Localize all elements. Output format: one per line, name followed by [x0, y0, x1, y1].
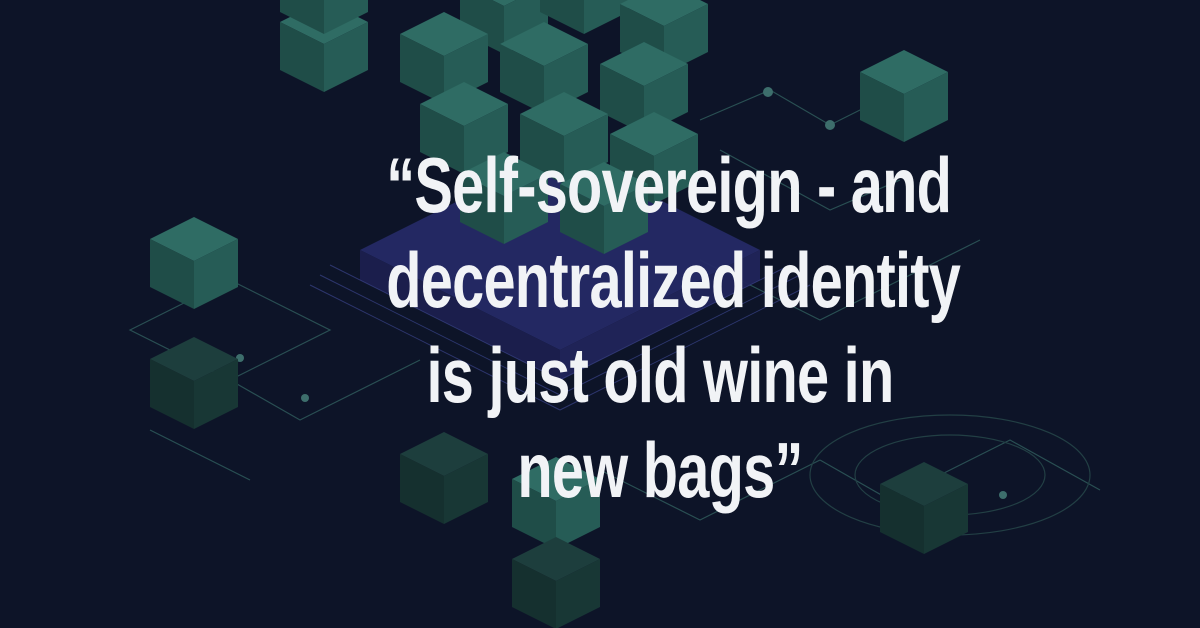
quote-line-4: new bags” [517, 426, 803, 514]
quote-line-3: is just old wine in [426, 331, 895, 419]
circuit-lines [128, 89, 1101, 536]
quote-line-1: “Self-sovereign - and [386, 141, 952, 229]
quote-text: “Self-sovereign - and decentralized iden… [386, 138, 961, 518]
quote-line-2: decentralized identity [386, 236, 961, 324]
